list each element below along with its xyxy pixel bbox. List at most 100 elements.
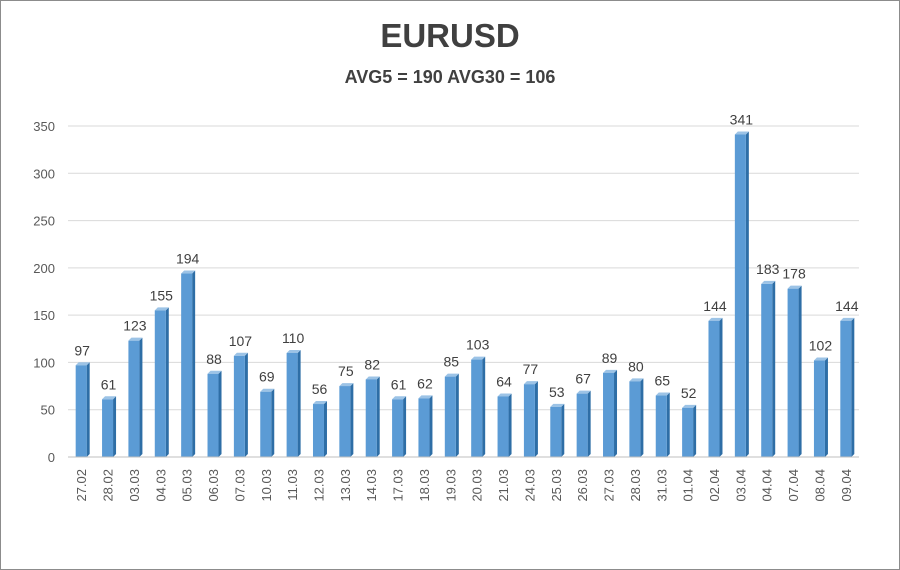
bar-top (75, 362, 90, 366)
y-tick-label: 250 (33, 214, 55, 229)
x-tick-label: 09.04 (839, 469, 854, 502)
x-tick-label: 27.03 (602, 469, 617, 502)
data-label: 89 (602, 350, 618, 366)
data-label: 88 (206, 351, 222, 367)
data-label: 144 (835, 298, 859, 314)
bar-top (682, 404, 697, 408)
bar-top (339, 383, 354, 387)
bar-top (761, 280, 776, 284)
bar (102, 399, 114, 457)
x-tick-label: 31.03 (654, 469, 669, 502)
bar-side (429, 395, 433, 457)
data-label: 144 (703, 298, 727, 314)
x-tick-label: 25.03 (549, 469, 564, 502)
bar (734, 134, 746, 458)
bar-side (482, 356, 486, 457)
x-tick-label: 26.03 (575, 469, 590, 502)
bar-top (392, 396, 407, 400)
data-label: 123 (123, 318, 147, 334)
bar-side (772, 280, 776, 457)
x-tick-label: 03.04 (733, 469, 748, 502)
bar-side (561, 403, 565, 457)
bar-top (734, 131, 749, 135)
bar-top (418, 395, 433, 399)
bar (339, 386, 351, 457)
x-tick-label: 27.02 (74, 469, 89, 502)
data-label: 183 (756, 261, 780, 277)
y-tick-label: 150 (33, 308, 55, 323)
bar (497, 396, 509, 457)
bar (761, 283, 773, 457)
bar-side (508, 393, 512, 457)
x-tick-label: 20.03 (470, 469, 485, 502)
x-tick-label: 06.03 (206, 469, 221, 502)
bar (233, 355, 245, 457)
y-tick-label: 50 (41, 403, 55, 418)
bar-top (471, 356, 486, 360)
bar-top (550, 403, 565, 407)
bar-top (655, 392, 670, 396)
bar-top (128, 337, 143, 341)
bar-side (719, 317, 723, 457)
x-tick-label: 28.03 (628, 469, 643, 502)
data-label: 155 (150, 287, 174, 303)
data-label: 341 (730, 112, 754, 128)
bar (154, 310, 166, 457)
bar-side (824, 357, 828, 457)
y-tick-label: 100 (33, 355, 55, 370)
data-label: 103 (466, 337, 490, 353)
bar-side (455, 373, 459, 457)
bar (392, 399, 404, 457)
data-label: 97 (74, 342, 90, 358)
bar-side (218, 370, 222, 457)
data-label: 61 (101, 376, 117, 392)
bar (629, 381, 641, 457)
data-label: 67 (575, 371, 591, 387)
x-tick-label: 17.03 (391, 469, 406, 502)
bar-top (365, 376, 380, 380)
chart-title: EURUSD (380, 17, 520, 54)
bar-top (787, 285, 802, 289)
x-tick-label: 05.03 (180, 469, 195, 502)
x-tick-label: 04.04 (760, 469, 775, 502)
x-tick-label: 10.03 (259, 469, 274, 502)
x-tick-label: 24.03 (522, 469, 537, 502)
x-tick-label: 08.04 (812, 469, 827, 502)
bar-side (139, 337, 143, 457)
bar-top (603, 369, 618, 373)
bar (418, 398, 430, 457)
bar-top (497, 393, 512, 397)
y-tick-label: 200 (33, 261, 55, 276)
bar (286, 352, 298, 457)
bar-side (693, 404, 697, 457)
bar-side (323, 401, 327, 457)
data-label: 178 (782, 266, 806, 282)
bar-side (192, 270, 196, 457)
x-tick-label: 01.04 (681, 469, 696, 502)
bar-top (840, 317, 855, 321)
x-tick-label: 07.04 (786, 469, 801, 502)
x-tick-label: 21.03 (496, 469, 511, 502)
x-tick-label: 13.03 (338, 469, 353, 502)
data-label: 80 (628, 358, 644, 374)
x-tick-label: 19.03 (443, 469, 458, 502)
data-label: 52 (681, 385, 697, 401)
data-label: 69 (259, 369, 275, 385)
bar-top (233, 352, 248, 356)
bar (365, 379, 377, 457)
bar (75, 365, 87, 457)
x-tick-label: 02.04 (707, 469, 722, 502)
bar (787, 288, 799, 457)
bar-side (403, 396, 407, 457)
data-label: 61 (391, 376, 407, 392)
bar (603, 372, 615, 457)
bar-side (376, 376, 380, 457)
bar (207, 373, 219, 457)
bar (682, 407, 694, 457)
bar (840, 320, 852, 457)
bar (312, 404, 324, 457)
bar-top (708, 317, 723, 321)
data-label: 82 (364, 356, 380, 372)
bar (576, 393, 588, 457)
